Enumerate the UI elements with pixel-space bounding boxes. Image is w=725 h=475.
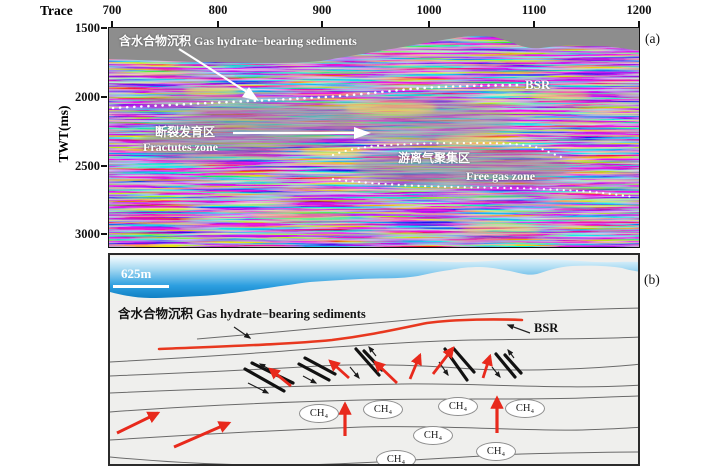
x-tick-label: 900 [312, 3, 332, 17]
x-axis-title: Trace [40, 3, 73, 18]
x-tick-mark [533, 21, 535, 27]
x-tick-mark [111, 21, 113, 27]
bsr-annotation: BSR [525, 77, 551, 92]
scale-bar-label: 625m [121, 266, 152, 281]
interpretation-panel: 625m 含水合物沉积 Gas hydrate−bearing sediment… [108, 253, 640, 466]
free-gas-cn-annotation: 游离气聚集区 [398, 151, 471, 165]
x-tick-mark [217, 21, 219, 27]
x-tick-label: 700 [102, 3, 122, 17]
free-gas-en-annotation: Free gas zone [466, 169, 536, 183]
x-tick-label: 800 [208, 3, 228, 17]
fault-slip-marks [247, 345, 515, 394]
y-tick-mark [101, 27, 107, 29]
ch4-badge: CH₄ [413, 426, 453, 445]
y-tick-label: 2000 [75, 90, 100, 104]
ch4-badge: CH₄ [476, 442, 516, 461]
bright-spots [183, 87, 591, 236]
methane-migration-arrows [116, 346, 504, 449]
panel-b-label: (b) [644, 272, 660, 287]
scale-bar-line [113, 285, 169, 288]
x-tick-mark [428, 21, 430, 27]
fracture-zone-en-annotation: Fractutes zone [143, 140, 218, 154]
ch4-badge: CH₄ [505, 399, 545, 418]
ch4-badge: CH₄ [299, 404, 339, 423]
x-tick-mark [638, 21, 640, 27]
fracture-zone-cn-annotation: 断裂发育区 [155, 125, 216, 139]
sea-water [110, 256, 638, 298]
ch4-badge: CH₄ [438, 397, 478, 416]
seismic-panel: 含水合物沉积 Gas hydrate−bearing sediments BSR… [108, 27, 640, 248]
annotation-arrows-white [178, 48, 371, 139]
y-tick-mark [101, 165, 107, 167]
seismic-graphics [109, 28, 639, 247]
bsr-red-line [157, 318, 524, 351]
y-tick-mark [101, 233, 107, 235]
gas-hydrate-label: 含水合物沉积 Gas hydrate−bearing sediments [118, 307, 366, 321]
ch4-badge: CH₄ [376, 450, 416, 464]
free-gas-lens-outline [331, 141, 635, 199]
ch4-badge: CH₄ [363, 400, 403, 419]
y-tick-label: 2500 [75, 159, 100, 173]
x-tick-mark [321, 21, 323, 27]
x-tick-label: 1100 [521, 3, 547, 17]
annotation-arrows-black [233, 324, 531, 339]
water-column [109, 28, 639, 63]
bsr-dotted-line [111, 83, 523, 110]
panel-a-label: (a) [645, 31, 660, 46]
y-tick-label: 1500 [75, 21, 100, 35]
x-tick-label: 1000 [416, 3, 442, 17]
y-tick-label: 3000 [75, 227, 100, 241]
y-tick-mark [101, 96, 107, 98]
gas-hydrate-annotation: 含水合物沉积 Gas hydrate−bearing sediments [119, 34, 357, 48]
interpretation-graphics [110, 256, 638, 464]
x-tick-label: 1200 [626, 3, 652, 17]
y-axis-title: TWT(ms) [56, 105, 71, 163]
bsr-label: BSR [534, 321, 559, 335]
